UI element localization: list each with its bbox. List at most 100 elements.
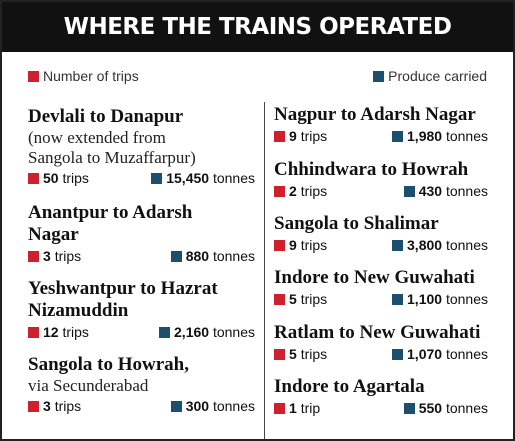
- trips-stat: 3 trips: [28, 398, 81, 414]
- tonnes-unit: tonnes: [212, 170, 255, 186]
- tonnes-count: 550: [418, 400, 443, 416]
- trips-marker: [28, 401, 39, 412]
- route-name: Sangola to Howrah,: [28, 354, 189, 375]
- tonnes-count: 3,800: [407, 237, 443, 253]
- trips-stat: 12 trips: [28, 324, 89, 340]
- trips-marker: [28, 327, 39, 338]
- trips-marker: [274, 186, 285, 197]
- legend-label: Number of trips: [43, 68, 139, 84]
- trips-unit: trips: [300, 237, 328, 253]
- trips-count: 9: [289, 237, 297, 253]
- tonnes-count: 1,070: [407, 346, 443, 362]
- tonnes-count: 1,980: [407, 128, 443, 144]
- tonnes-count: 880: [185, 248, 210, 264]
- tonnes-marker: [392, 349, 404, 360]
- tonnes-stat: 2,160 tonnes: [159, 324, 255, 340]
- tonnes-stat: 15,450 tonnes: [151, 170, 255, 186]
- route-note: Sangola to Muzaffarpur): [28, 148, 196, 167]
- divider: [264, 102, 265, 439]
- route-name: Indore to Agartala: [274, 376, 425, 397]
- legend-trips: Number of trips: [28, 68, 139, 84]
- trips-count: 12: [43, 324, 59, 340]
- trips-marker: [274, 294, 285, 305]
- trips-stat: 9 trips: [274, 237, 327, 253]
- tonnes-marker: [170, 401, 182, 412]
- trips-marker: [274, 131, 285, 142]
- trips-unit: trips: [54, 398, 82, 414]
- tonnes-marker: [392, 240, 404, 251]
- tonnes-marker: [151, 173, 163, 184]
- tonnes-count: 300: [185, 398, 210, 414]
- route-name: Anantpur to Adarsh: [28, 202, 193, 223]
- tonnes-unit: tonnes: [445, 291, 488, 307]
- tonnes-count: 15,450: [166, 170, 210, 186]
- trips-count: 3: [43, 398, 51, 414]
- tonnes-unit: tonnes: [445, 237, 488, 253]
- trips-marker: [28, 251, 39, 262]
- trips-stat: 50 trips: [28, 170, 89, 186]
- tonnes-stat: 1,980 tonnes: [392, 128, 488, 144]
- route-name: Indore to New Guwahati: [274, 267, 475, 288]
- tonnes-marker: [392, 131, 404, 142]
- tonnes-marker: [159, 327, 171, 338]
- route-name: Chhindwara to Howrah: [274, 159, 469, 180]
- legend-produce: Produce carried: [373, 68, 487, 84]
- tonnes-stat: 550 tonnes: [403, 400, 488, 416]
- route-name: Sangola to Shalimar: [274, 213, 439, 234]
- trips-unit: trips: [54, 248, 82, 264]
- trips-unit: trips: [300, 346, 328, 362]
- trips-stat: 5 trips: [274, 291, 327, 307]
- route-name: Yeshwantpur to Hazrat: [28, 278, 218, 299]
- tonnes-marker: [392, 294, 404, 305]
- route-name: Nizamuddin: [28, 300, 129, 321]
- trips-stat: 3 trips: [28, 248, 81, 264]
- trips-stat: 5 trips: [274, 346, 327, 362]
- route-name: Nagar: [28, 224, 79, 245]
- trips-unit: trips: [62, 324, 89, 340]
- trips-unit: trips: [300, 183, 328, 199]
- tonnes-stat: 1,070 tonnes: [392, 346, 488, 362]
- tonnes-unit: tonnes: [445, 400, 488, 416]
- tonnes-unit: tonnes: [212, 248, 255, 264]
- route-name: Devlali to Danapur: [28, 106, 184, 127]
- trips-count: 9: [289, 128, 297, 144]
- tonnes-count: 2,160: [174, 324, 210, 340]
- trips-unit: trips: [300, 291, 328, 307]
- tonnes-unit: tonnes: [445, 183, 488, 199]
- tonnes-unit: tonnes: [212, 324, 255, 340]
- trips-count: 5: [289, 346, 297, 362]
- trips-count: 5: [289, 291, 297, 307]
- tonnes-count: 1,100: [407, 291, 443, 307]
- tonnes-stat: 1,100 tonnes: [392, 291, 488, 307]
- trips-unit: trips: [62, 170, 89, 186]
- legend-label: Produce carried: [388, 68, 487, 84]
- title: WHERE THE TRAINS OPERATED: [2, 2, 513, 52]
- trips-marker: [274, 349, 285, 360]
- tonnes-count: 430: [418, 183, 443, 199]
- route-note: (now extended from: [28, 128, 166, 147]
- trips-count: 3: [43, 248, 51, 264]
- tonnes-unit: tonnes: [212, 398, 255, 414]
- trips-stat: 1 trip: [274, 400, 320, 416]
- route-name: Nagpur to Adarsh Nagar: [274, 104, 476, 125]
- tonnes-stat: 300 tonnes: [170, 398, 255, 414]
- tonnes-marker: [403, 403, 415, 414]
- tonnes-stat: 880 tonnes: [170, 248, 255, 264]
- trips-count: 50: [43, 170, 59, 186]
- trips-count: 1: [289, 400, 297, 416]
- trips-stat: 2 trips: [274, 183, 327, 199]
- trips-marker: [274, 403, 285, 414]
- route-note: via Secunderabad: [28, 376, 149, 395]
- tonnes-marker: [403, 186, 415, 197]
- trips-marker: [28, 173, 39, 184]
- tonnes-unit: tonnes: [445, 128, 488, 144]
- route-name: Ratlam to New Guwahati: [274, 322, 481, 343]
- tonnes-stat: 430 tonnes: [403, 183, 488, 199]
- trips-unit: trips: [300, 128, 328, 144]
- tonnes-unit: tonnes: [445, 346, 488, 362]
- trips-count: 2: [289, 183, 297, 199]
- trips-marker: [274, 240, 285, 251]
- trips-stat: 9 trips: [274, 128, 327, 144]
- trips-unit: trip: [300, 400, 321, 416]
